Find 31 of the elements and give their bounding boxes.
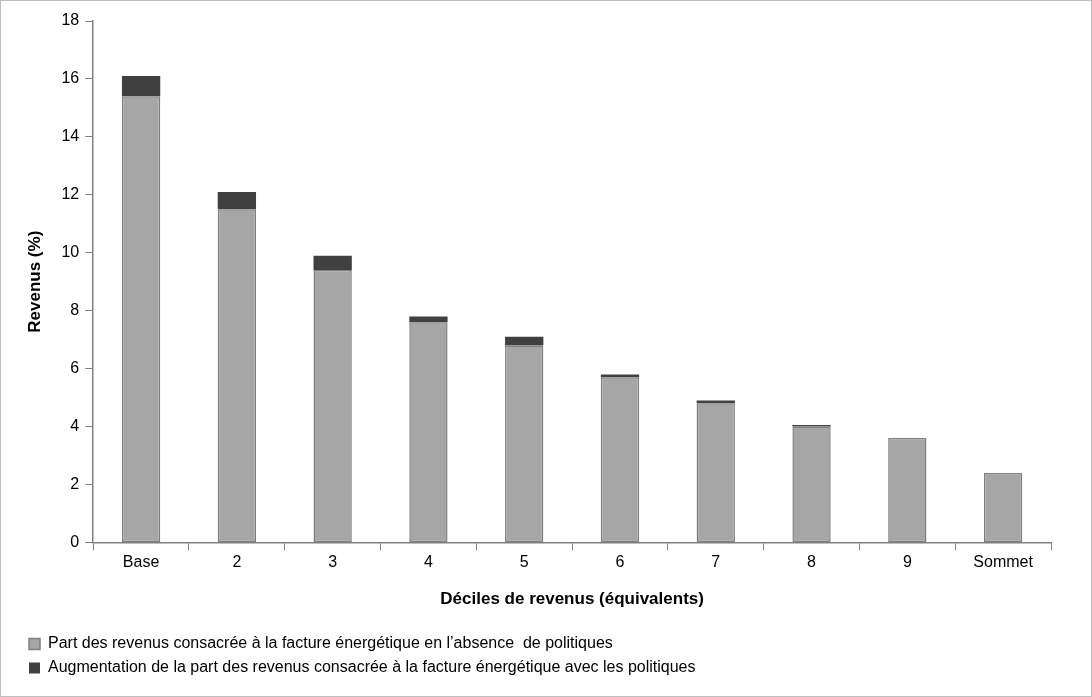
x-tick-label: 2 xyxy=(232,553,242,571)
y-tick-label: 16 xyxy=(61,69,80,87)
y-tick-label: 4 xyxy=(70,416,80,434)
y-tick-label: 10 xyxy=(61,243,80,261)
x-tick-label: Sommet xyxy=(973,553,1034,571)
bar xyxy=(217,191,257,210)
y-tick-label: 18 xyxy=(61,11,80,29)
x-axis-title: Déciles de revenus (équivalents) xyxy=(440,589,704,609)
bar xyxy=(409,316,448,323)
legend-label: Augmentation de la part des revenus consacrée à la facture énergétique avec les politiques xyxy=(48,658,696,676)
x-tick-label: 5 xyxy=(519,553,529,571)
y-tick-label: 0 xyxy=(70,532,80,550)
x-tick-label: 8 xyxy=(807,553,817,571)
bar xyxy=(121,76,161,97)
bar xyxy=(600,374,640,378)
y-tick-label: 8 xyxy=(70,301,80,319)
bar xyxy=(313,255,352,271)
x-tick-label: 4 xyxy=(423,553,433,571)
legend-label: Part des revenus consacrée à la facture énergétique en l’absence de politiques xyxy=(48,634,613,652)
x-tick-label: 9 xyxy=(902,553,912,571)
x-tick-label: 6 xyxy=(615,553,625,571)
y-axis-title: Revenus (%) xyxy=(24,230,44,333)
bar xyxy=(505,336,544,346)
y-tick-label: 2 xyxy=(70,474,80,492)
y-tick-label: 14 xyxy=(61,127,80,145)
y-tick-label: 12 xyxy=(61,185,80,203)
bar xyxy=(696,400,735,404)
x-tick-label: 3 xyxy=(328,553,338,571)
x-tick-label: Base xyxy=(122,553,160,571)
y-tick-label: 6 xyxy=(70,359,80,377)
x-tick-label: 7 xyxy=(711,553,721,571)
